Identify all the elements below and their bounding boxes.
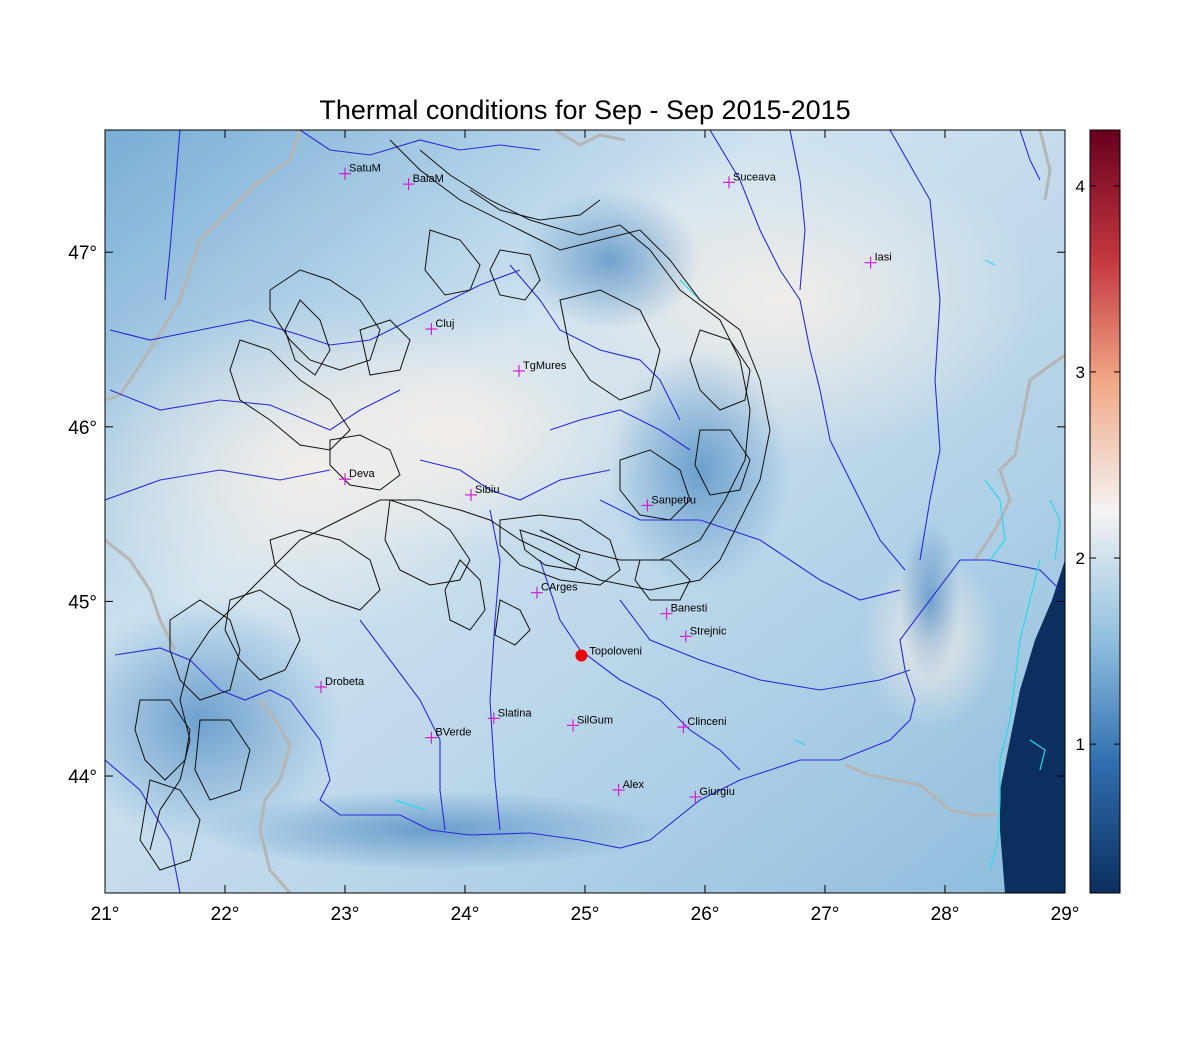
city-marker[interactable]: Drobeta (315, 676, 365, 693)
x-tick-label: 29° (1051, 904, 1080, 925)
city-marker[interactable]: TgMures (513, 360, 567, 377)
colorbar-ticks: 1 2 3 4 (1076, 177, 1120, 754)
cool-area (520, 190, 700, 330)
city-markers: SatuM BaiaM Suceava Iasi Cluj TgMures Deva Sibi… (315, 163, 892, 803)
y-tick-label: 44° (68, 767, 97, 788)
y-axis: 44° 45° 46° 47° (68, 243, 1065, 788)
city-label: Suceava (733, 171, 777, 183)
country-border (973, 353, 1065, 561)
x-tick-label: 21° (91, 904, 120, 925)
colorbar: 1 2 3 4 (1076, 129, 1121, 894)
city-marker[interactable]: CArges (531, 582, 578, 599)
city-label: Sibiu (475, 484, 499, 496)
city-marker[interactable]: Iasi (864, 252, 892, 269)
y-tick-label: 45° (68, 592, 97, 613)
country-border (844, 763, 1000, 817)
coastline (394, 259, 1061, 871)
highlight-label: Topoloveni (589, 646, 642, 658)
x-tick-label: 27° (811, 904, 840, 925)
x-axis: 21° 22° 23° 24° 25° 26° 27° 28° 29° (91, 130, 1080, 925)
city-marker[interactable]: Deva (339, 468, 376, 486)
figure-title: Thermal conditions for Sep - Sep 2015-20… (319, 95, 850, 125)
city-label: Sanpetru (651, 494, 696, 506)
city-label: Strejnic (690, 625, 727, 637)
city-label: Alex (623, 779, 645, 791)
country-border (1038, 130, 1052, 201)
x-tick-label: 26° (691, 904, 720, 925)
city-label: Iasi (875, 252, 892, 264)
city-label: Clinceni (687, 716, 726, 728)
city-label: TgMures (523, 360, 567, 372)
city-marker[interactable]: Sanpetru (641, 494, 696, 512)
colorbar-tick-label: 4 (1076, 177, 1085, 196)
city-marker[interactable]: Sibiu (465, 484, 499, 501)
y-tick-label: 47° (68, 243, 97, 264)
city-label: Deva (349, 468, 376, 480)
country-border (105, 538, 177, 651)
highlight-location[interactable]: Topoloveni (575, 646, 642, 662)
elevation-contours (134, 139, 771, 871)
city-label: SilGum (577, 714, 613, 726)
city-marker[interactable]: SatuM (339, 163, 381, 180)
city-label: Giurgiu (699, 786, 734, 798)
city-marker[interactable]: SilGum (567, 714, 613, 732)
x-tick-label: 22° (211, 904, 240, 925)
country-border (105, 130, 302, 402)
city-label: SatuM (349, 163, 381, 175)
city-label: Banesti (671, 603, 708, 615)
city-marker[interactable]: Alex (612, 779, 645, 796)
city-label: Slatina (498, 707, 533, 719)
city-label: Drobeta (325, 676, 365, 688)
colorbar-gradient (1089, 129, 1121, 894)
x-tick-label: 24° (451, 904, 480, 925)
cool-area (610, 350, 790, 590)
colorbar-tick-label: 2 (1076, 549, 1085, 568)
city-label: BaiaM (413, 173, 444, 185)
city-marker[interactable]: BVerde (425, 727, 471, 744)
city-label: Cluj (435, 318, 454, 330)
city-marker[interactable]: Clinceni (677, 716, 727, 734)
x-tick-label: 25° (571, 904, 600, 925)
city-marker[interactable]: Slatina (487, 707, 533, 725)
city-marker[interactable]: Suceava (723, 171, 777, 189)
city-marker[interactable]: Cluj (425, 318, 454, 336)
city-label: CArges (541, 582, 578, 594)
map-panel (105, 130, 1065, 893)
country-border (258, 699, 292, 893)
city-marker[interactable]: BaiaM (402, 173, 444, 191)
highlight-dot (575, 649, 588, 662)
colorbar-tick-label: 1 (1076, 735, 1085, 754)
city-marker[interactable]: Giurgiu (689, 786, 735, 803)
x-tick-label: 23° (331, 904, 360, 925)
city-marker[interactable]: Strejnic (679, 625, 727, 643)
rivers (105, 130, 1061, 893)
colorbar-tick-label: 3 (1076, 363, 1085, 382)
black-sea (1000, 560, 1065, 893)
city-label: BVerde (435, 727, 471, 739)
city-marker[interactable]: Banesti (660, 603, 708, 620)
y-tick-label: 46° (68, 418, 97, 439)
country-border (554, 130, 626, 147)
x-tick-label: 28° (931, 904, 960, 925)
